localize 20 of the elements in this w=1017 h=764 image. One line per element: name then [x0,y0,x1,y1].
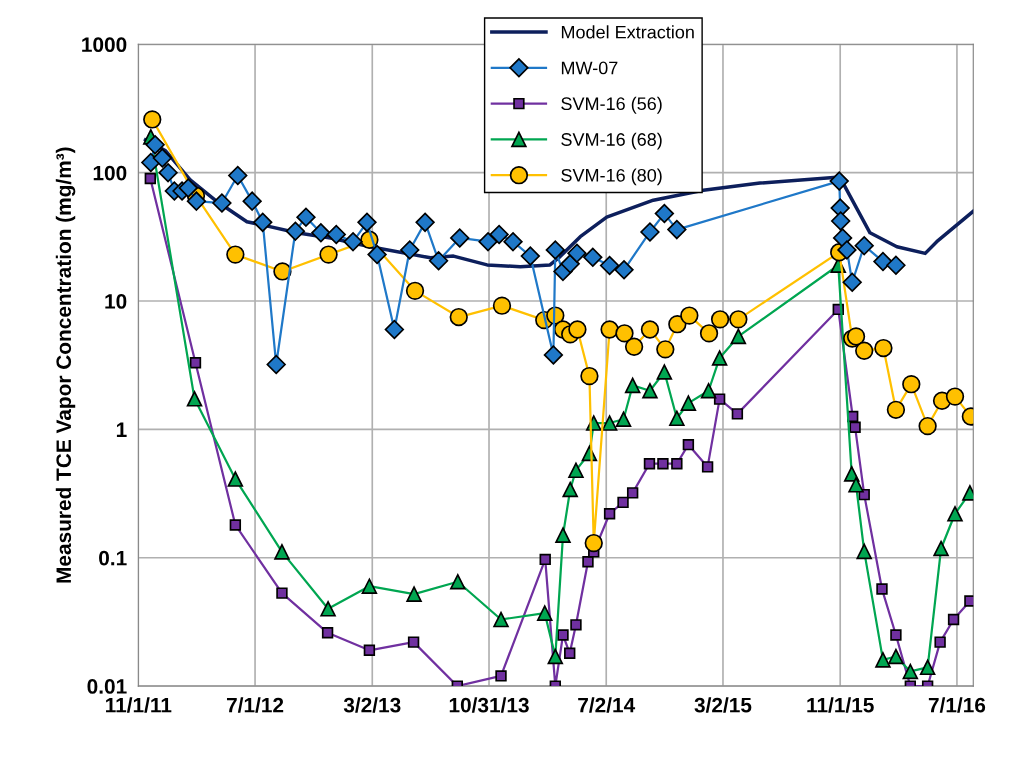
y-tick-label: 10 [105,294,127,309]
legend-label: Model Extraction [561,25,694,39]
legend-label: SVM-16 (68) [561,132,662,150]
legend-label: MW-07 [561,61,618,75]
x-tick-label: 7/1/12 [226,697,284,713]
legend-label: SVM-16 (80) [561,168,662,186]
y-tick-label: 0.01 [87,679,127,694]
y-tick-label: 1000 [82,37,127,53]
x-tick-label: 3/2/15 [694,697,752,713]
y-tick-label: 100 [93,165,127,181]
x-tick-label: 7/2/14 [578,697,636,713]
y-axis-title: Measured TCE Vapor Concentration (mg/m³) [55,147,76,583]
x-tick-label: 3/2/13 [343,697,401,713]
y-tick-label: 1 [116,422,127,437]
x-tick-label: 10/31/13 [449,697,529,713]
x-tick-label: 11/1/11 [106,697,172,713]
y-tick-label: 0.1 [99,550,127,566]
x-tick-label: 7/1/16 [928,697,986,713]
x-tick-label: 11/1/15 [807,697,874,713]
legend-label: SVM-16 (56) [561,96,662,114]
